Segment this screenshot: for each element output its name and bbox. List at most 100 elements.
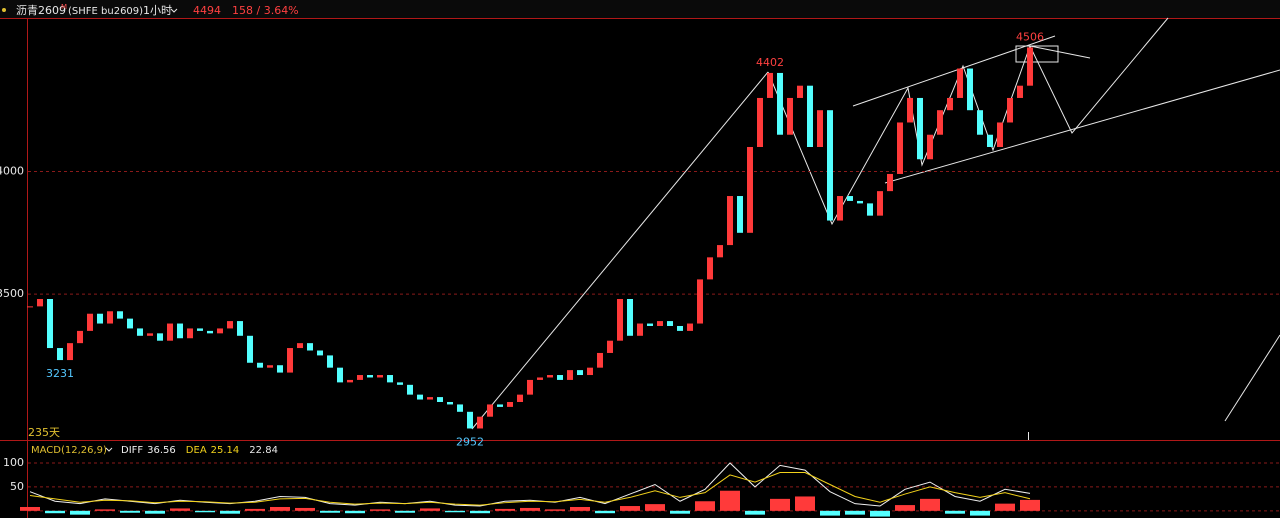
- macd-line: [29, 472, 1031, 506]
- candle: [427, 397, 433, 400]
- dropdown-icon[interactable]: [170, 8, 178, 13]
- macd-bar: [895, 505, 915, 511]
- candle: [47, 299, 53, 349]
- macd-bar: [545, 509, 565, 511]
- candle: [887, 173, 893, 192]
- candle: [247, 335, 253, 363]
- candle: [827, 110, 833, 221]
- candle: [807, 85, 813, 147]
- candle: [547, 375, 553, 378]
- period[interactable]: 1小时: [143, 4, 172, 17]
- macd-bar: [270, 506, 290, 511]
- extreme-label: 3231: [46, 367, 74, 380]
- candle: [907, 97, 913, 123]
- candle: [437, 397, 443, 402]
- trend-line: [471, 71, 769, 430]
- candle: [97, 313, 103, 324]
- candle: [617, 299, 623, 341]
- macd-bar: [920, 498, 940, 511]
- candle: [867, 203, 873, 216]
- candle: [237, 321, 243, 336]
- symbol[interactable]: 沥青2609: [16, 4, 66, 17]
- macd-bar: [820, 510, 840, 516]
- candle: [457, 404, 463, 412]
- candle: [697, 279, 703, 324]
- candle: [927, 134, 933, 160]
- macd-bar: [695, 501, 715, 511]
- legend-name: DEA: [186, 445, 207, 456]
- macd-bar: [295, 507, 315, 511]
- macd-value: 22.84: [249, 445, 278, 456]
- candle: [127, 318, 133, 329]
- y-tick-label: 3500: [0, 287, 24, 300]
- candle: [177, 323, 183, 339]
- zigzag: [767, 17, 1169, 226]
- macd-bar: [470, 510, 490, 514]
- macd-bar: [795, 496, 815, 511]
- macd-bar: [170, 508, 190, 511]
- macd-bar: [745, 510, 765, 515]
- macd-bar: [870, 510, 890, 517]
- dropdown-icon: [105, 447, 113, 452]
- indicator-title: MACD(12,26,9): [31, 445, 107, 456]
- candle: [377, 375, 383, 378]
- candle: [777, 72, 783, 135]
- main-mark: M: [61, 3, 67, 11]
- candle: [107, 311, 113, 324]
- candle: [707, 257, 713, 280]
- candle: [387, 375, 393, 383]
- extreme-label: 4402: [756, 56, 784, 69]
- candle: [687, 323, 693, 331]
- candle: [587, 367, 593, 376]
- candle: [357, 375, 363, 380]
- candle: [187, 328, 193, 339]
- legend-name: DIFF: [121, 445, 143, 456]
- candle: [477, 416, 483, 429]
- macd-bar: [595, 510, 615, 514]
- candle: [277, 365, 283, 373]
- candle: [677, 325, 683, 331]
- candle: [77, 330, 83, 344]
- candle: [137, 328, 143, 336]
- candle: [1007, 97, 1013, 123]
- candle: [117, 311, 123, 319]
- candle: [367, 375, 373, 378]
- macd-bar: [320, 510, 340, 513]
- macd-bar: [620, 506, 640, 511]
- candle: [607, 340, 613, 353]
- trend-line: [1029, 45, 1091, 59]
- macd-bar: [845, 510, 865, 515]
- macd-bar: [420, 508, 440, 511]
- candle: [147, 333, 153, 336]
- candle: [947, 97, 953, 111]
- candle: [957, 68, 963, 98]
- candle: [267, 365, 273, 368]
- macd-line: [29, 462, 1031, 507]
- channel-lower: [884, 69, 1280, 184]
- macd-bar: [345, 510, 365, 514]
- candle: [257, 362, 263, 368]
- candle: [637, 323, 643, 336]
- macd-bar: [945, 510, 965, 514]
- candle: [1027, 47, 1033, 86]
- candle: [647, 323, 653, 326]
- macd-bar: [645, 504, 665, 511]
- extreme-label: 4506: [1016, 30, 1044, 43]
- status-dot: [2, 8, 6, 12]
- candle: [297, 343, 303, 349]
- candle: [27, 306, 33, 308]
- macd-bar: [770, 498, 790, 511]
- candle: [797, 85, 803, 98]
- macd-bar: [220, 510, 240, 514]
- candle: [967, 68, 973, 111]
- candle: [557, 375, 563, 380]
- price-change: 158 / 3.64%: [232, 4, 299, 17]
- candle: [597, 352, 603, 368]
- candle: [567, 370, 573, 380]
- candle: [507, 401, 513, 407]
- candle: [937, 110, 943, 135]
- macd-bar: [370, 509, 390, 511]
- candle: [207, 330, 213, 334]
- macd-bar: [970, 510, 990, 516]
- candle: [67, 343, 73, 361]
